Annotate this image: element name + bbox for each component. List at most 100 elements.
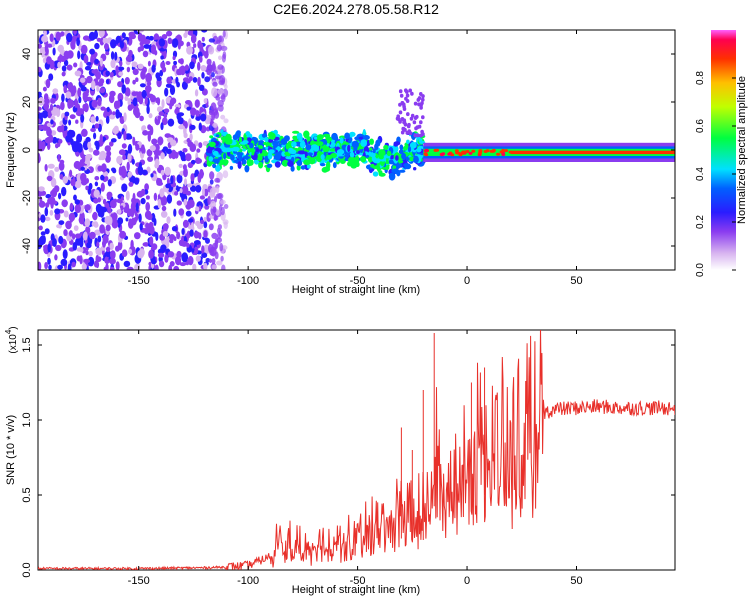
spectrogram-cell — [242, 148, 246, 152]
spectrogram-cell — [100, 106, 106, 111]
spectrogram-cell — [41, 35, 49, 43]
spectrogram-cell — [43, 102, 50, 111]
spectrogram-cell — [383, 144, 389, 151]
spectrogram-cell — [421, 115, 425, 120]
spectrogram-cell — [104, 145, 112, 152]
spectrogram-cell — [192, 186, 196, 192]
y-tick-label: 1.0 — [21, 412, 33, 427]
spectrogram-cell — [116, 99, 121, 109]
spectrogram-cell — [131, 158, 135, 165]
spectrogram-cell — [232, 146, 240, 152]
spectrogram-cell — [149, 125, 154, 136]
spectrogram-cell — [210, 102, 217, 111]
spectrogram-cell — [83, 54, 89, 64]
spectrogram-cell — [211, 72, 215, 78]
spectrogram-cell — [221, 264, 226, 270]
spectrogram-cell — [96, 241, 100, 248]
spectrogram-cell — [160, 244, 167, 253]
spectrogram-cell — [274, 152, 281, 161]
y-tick-label: 40 — [21, 48, 33, 60]
spectrogram-panel: -150 -100 -50 0 50 -40 -20 0 20 40 Height of str… — [5, 29, 748, 296]
spectrogram-cell — [78, 96, 82, 104]
spectrogram-cell — [72, 85, 77, 95]
spectrogram-cell — [79, 247, 84, 253]
spectrogram-cell — [217, 88, 225, 95]
snr-line — [38, 330, 675, 570]
spectrogram-cell — [230, 154, 235, 161]
spectrogram-cell — [237, 161, 242, 169]
scale-factor-base: (x10 — [8, 334, 19, 354]
spectrogram-cell — [172, 38, 179, 48]
colorbar-tick-label: 0.2 — [695, 215, 706, 229]
spectrogram-cell — [103, 266, 108, 270]
spectrogram-y-axis-label: Frequency (Hz) — [5, 112, 17, 188]
spectrogram-cell — [360, 139, 368, 147]
spectrogram-cell — [47, 243, 51, 253]
spectrogram-cell — [229, 165, 234, 170]
snr-y-ticks: 0.0 0.5 1.0 1.5 — [21, 337, 675, 578]
spectrogram-cell — [201, 252, 208, 258]
spectrogram-cell — [115, 261, 120, 270]
spectrogram-cell — [80, 114, 85, 123]
spectrogram-cell — [348, 156, 356, 165]
spectrogram-cell — [110, 51, 115, 60]
spectrogram-cell — [114, 51, 118, 61]
spectrogram-cell — [166, 76, 172, 85]
spectrogram-cell — [166, 177, 170, 185]
spectrogram-cell — [151, 259, 157, 265]
spectrogram-cell — [109, 257, 116, 265]
spectrogram-cell — [172, 55, 176, 61]
spectrogram-cell — [58, 235, 64, 245]
spectrogram-cell — [344, 153, 350, 158]
spectrogram-cell — [44, 228, 50, 235]
spectrogram-cell — [167, 118, 175, 127]
spectrogram-cell — [60, 31, 65, 37]
spectrogram-cell — [211, 264, 217, 270]
spectrogram-cell — [117, 209, 122, 215]
spectrogram-cell — [98, 156, 103, 161]
spectrogram-cell — [157, 198, 162, 209]
spectrogram-cell — [504, 149, 509, 153]
spectrogram-cell — [68, 212, 76, 222]
spectrogram-cell — [203, 262, 208, 270]
spectrogram-cell — [116, 155, 123, 165]
spectrogram-cell — [223, 204, 229, 209]
spectrogram-cell — [142, 242, 150, 247]
spectrogram-cell — [372, 148, 376, 154]
snr-series — [38, 330, 675, 570]
spectrogram-cell — [188, 218, 194, 223]
spectrogram-cell — [220, 255, 224, 262]
spectrogram-cell — [147, 156, 154, 163]
spectrogram-cell — [77, 87, 82, 98]
spectrogram-cell — [117, 217, 124, 225]
spectrogram-cell — [177, 43, 181, 50]
spectrogram-cell — [160, 122, 164, 131]
spectrogram-cell — [193, 240, 201, 245]
spectrogram-cell — [149, 225, 155, 235]
colorbar: 0.0 0.2 0.4 0.6 0.8 Normalized spectral ampl… — [695, 30, 748, 277]
spectrogram-cell — [204, 204, 210, 210]
spectrogram-cell — [200, 113, 207, 122]
spectrogram-cell — [187, 199, 195, 208]
spectrogram-cell — [133, 216, 138, 222]
spectrogram-cell — [109, 141, 114, 147]
spectrogram-y-ticks: -40 -20 0 20 40 — [21, 48, 675, 254]
spectrogram-cell — [117, 92, 124, 102]
spectrogram-cell — [179, 188, 183, 194]
spectrogram-cell — [190, 173, 195, 182]
spectrogram-cell — [77, 50, 81, 60]
spectrogram-cell — [288, 147, 294, 154]
spectrogram-cell — [80, 166, 85, 171]
spectrogram-cell — [419, 133, 424, 138]
spectrogram-cell — [268, 149, 275, 154]
spectrogram-cell — [405, 157, 410, 161]
spectrogram-cell — [186, 242, 190, 248]
spectrogram-cell — [189, 143, 197, 152]
spectrogram-cell — [198, 122, 202, 131]
spectrogram-cell — [127, 135, 133, 140]
spectrogram-cell — [258, 161, 264, 169]
spectrogram-cell — [384, 165, 390, 170]
spectrogram-cell — [407, 146, 412, 153]
spectrogram-cell — [71, 261, 76, 268]
spectrogram-cell — [63, 84, 67, 94]
